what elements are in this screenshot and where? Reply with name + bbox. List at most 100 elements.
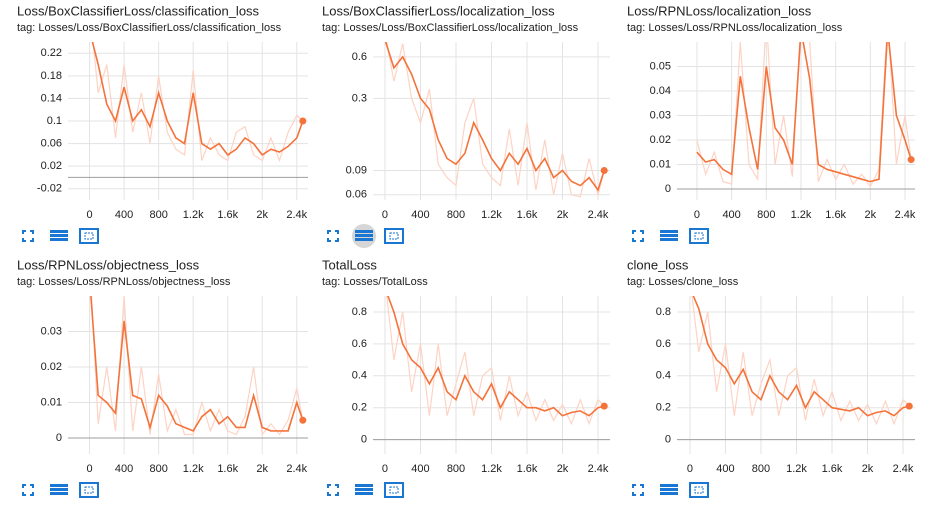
- x-tick-label: 0: [694, 209, 700, 221]
- fit-domain-button[interactable]: [384, 482, 404, 498]
- chart-title: TotalLoss: [322, 257, 377, 272]
- plot-area: [696, 42, 912, 188]
- y-tick-label: 0.05: [650, 60, 671, 72]
- icon: [84, 232, 94, 240]
- y-tick-label: 0.22: [41, 47, 62, 59]
- end-point: [600, 167, 608, 175]
- loss-line: [696, 42, 912, 183]
- y-tick-label: 0.06: [346, 189, 367, 201]
- y-tick-label: 0.6: [656, 338, 671, 350]
- icon: [327, 484, 339, 496]
- fit-domain-button[interactable]: [689, 228, 709, 244]
- plot-area: [90, 296, 304, 436]
- icon: [22, 484, 34, 496]
- y-tick-label: 0.2: [656, 402, 671, 414]
- plot-area: [91, 42, 304, 163]
- x-tick-label: 1.6k: [217, 209, 238, 221]
- fit-domain-button[interactable]: [689, 482, 709, 498]
- icon: [694, 486, 704, 494]
- y-tick-label: 0.02: [650, 134, 671, 146]
- icon: [660, 484, 678, 487]
- icon: [389, 232, 399, 240]
- fullscreen-button[interactable]: [22, 484, 34, 496]
- y-tick-label: 0.8: [352, 306, 367, 318]
- x-tick-label: 800: [447, 463, 465, 475]
- icon: [660, 238, 678, 241]
- log-scale-button[interactable]: [50, 230, 68, 241]
- y-tick-label: 0.01: [650, 158, 671, 170]
- chart-title: Loss/RPNLoss/objectness_loss: [17, 257, 200, 272]
- icon: [79, 482, 99, 498]
- x-tick-label: 1.2k: [183, 209, 204, 221]
- x-tick-label: 400: [722, 209, 740, 221]
- fit-domain-button[interactable]: [79, 482, 99, 498]
- loss-line: [691, 296, 910, 426]
- log-scale-button[interactable]: [660, 484, 678, 495]
- y-tick-label: 0.14: [41, 92, 62, 104]
- icon: [355, 230, 373, 233]
- y-tick-label: 0.4: [352, 370, 367, 382]
- fit-domain-button[interactable]: [79, 228, 99, 244]
- chart-title: clone_loss: [627, 257, 689, 272]
- log-scale-button[interactable]: [355, 230, 373, 241]
- x-tick-label: 2.4k: [893, 463, 914, 475]
- icon: [355, 238, 373, 241]
- x-tick-label: 800: [149, 463, 167, 475]
- x-tick-label: 0: [382, 463, 388, 475]
- y-tick-label: 0.4: [656, 370, 671, 382]
- icon: [50, 492, 68, 495]
- icon: [689, 482, 709, 498]
- icon: [84, 486, 94, 494]
- log-scale-button[interactable]: [660, 230, 678, 241]
- chart-panel: clone_loss tag: Losses/clone_loss 0 400 800 1…: [627, 257, 915, 498]
- chart-tag: tag: Losses/Loss/BoxClassifierLoss/local…: [322, 22, 579, 34]
- loss-line: [386, 42, 605, 198]
- icon: [355, 484, 373, 487]
- y-tick-label: 0.6: [352, 338, 367, 350]
- x-tick-label: 1.6k: [217, 463, 238, 475]
- x-tick-label: 800: [149, 209, 167, 221]
- icon: [660, 488, 678, 491]
- fullscreen-button[interactable]: [632, 230, 644, 242]
- y-tick-label: 0: [665, 434, 671, 446]
- x-tick-label: 1.2k: [481, 209, 502, 221]
- chart-panel: Loss/BoxClassifierLoss/localization_loss…: [322, 3, 610, 248]
- icon: [384, 482, 404, 498]
- icon: [660, 230, 678, 233]
- fullscreen-button[interactable]: [327, 484, 339, 496]
- icon: [389, 486, 399, 494]
- chart-title: Loss/BoxClassifierLoss/classification_lo…: [17, 3, 260, 18]
- x-tick-label: 2k: [862, 463, 874, 475]
- end-point: [299, 416, 307, 424]
- y-tick-label: 0.18: [41, 70, 62, 82]
- x-tick-label: 0: [87, 209, 93, 221]
- x-tick-label: 2k: [865, 209, 877, 221]
- y-tick-label: 0.6: [352, 51, 367, 63]
- chart-tag: tag: Losses/Loss/RPNLoss/objectness_loss: [17, 276, 231, 288]
- chart-title: Loss/RPNLoss/localization_loss: [627, 3, 812, 18]
- loss-line: [692, 296, 910, 417]
- end-point: [600, 402, 608, 410]
- icon: [50, 484, 68, 487]
- y-tick-label: 0.2: [352, 402, 367, 414]
- log-scale-button[interactable]: [50, 484, 68, 495]
- x-tick-label: 2k: [557, 463, 569, 475]
- x-tick-label: 400: [411, 463, 429, 475]
- y-tick-label: 0.09: [346, 164, 367, 176]
- x-tick-label: 2.4k: [286, 463, 307, 475]
- fit-domain-button[interactable]: [384, 228, 404, 244]
- log-scale-button[interactable]: [355, 484, 373, 495]
- icon: [327, 230, 339, 242]
- fullscreen-button[interactable]: [22, 230, 34, 242]
- fullscreen-button[interactable]: [632, 484, 644, 496]
- icon: [632, 230, 644, 242]
- x-tick-label: 0: [87, 463, 93, 475]
- chart-panel: Loss/BoxClassifierLoss/classification_lo…: [17, 3, 308, 244]
- chart-panel: Loss/RPNLoss/objectness_loss tag: Losses/…: [17, 257, 308, 498]
- loss-line: [90, 296, 304, 432]
- icon: [50, 230, 68, 233]
- x-tick-label: 2.4k: [588, 463, 609, 475]
- x-tick-label: 2.4k: [588, 209, 609, 221]
- fullscreen-button[interactable]: [327, 230, 339, 242]
